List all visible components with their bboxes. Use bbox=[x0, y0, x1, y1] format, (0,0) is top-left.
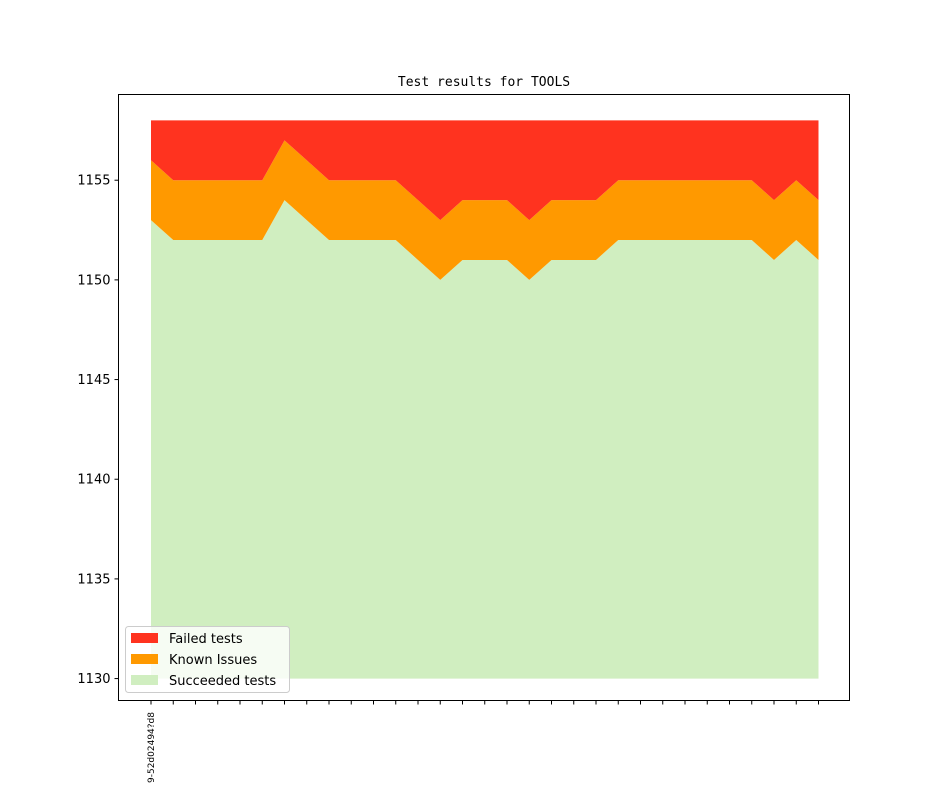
y-tick-label: 1130 bbox=[77, 672, 110, 687]
legend-swatch-failed-tests bbox=[131, 633, 158, 643]
x-axis: 9-52d02494?d8 bbox=[147, 700, 819, 783]
area-failed-tests bbox=[151, 120, 819, 221]
legend-swatch-succeeded-tests bbox=[131, 675, 158, 685]
y-tick-label: 1140 bbox=[77, 473, 110, 488]
y-tick-label: 1155 bbox=[77, 174, 110, 189]
y-tick-label: 1150 bbox=[77, 273, 110, 288]
x-tick-label: 9-52d02494?d8 bbox=[147, 712, 157, 783]
legend-label-succeeded-tests: Succeeded tests bbox=[169, 674, 276, 689]
area-succeeded-tests bbox=[151, 200, 819, 679]
legend-label-failed-tests: Failed tests bbox=[169, 632, 243, 647]
y-tick-label: 1135 bbox=[77, 572, 110, 587]
legend-box bbox=[125, 626, 290, 693]
legend-label-known-issues: Known Issues bbox=[169, 653, 257, 668]
chart-title: Test results for TOOLS bbox=[398, 75, 570, 90]
series-areas bbox=[151, 120, 819, 679]
y-tick-label: 1145 bbox=[77, 373, 110, 388]
y-axis: 1130 1135 1140 1145 1150 1155 bbox=[77, 174, 119, 687]
plot-frame bbox=[118, 94, 850, 701]
legend: Failed tests Known Issues Succeeded tests bbox=[125, 626, 290, 693]
legend-swatch-known-issues bbox=[131, 654, 158, 664]
area-known-issues bbox=[151, 140, 819, 280]
